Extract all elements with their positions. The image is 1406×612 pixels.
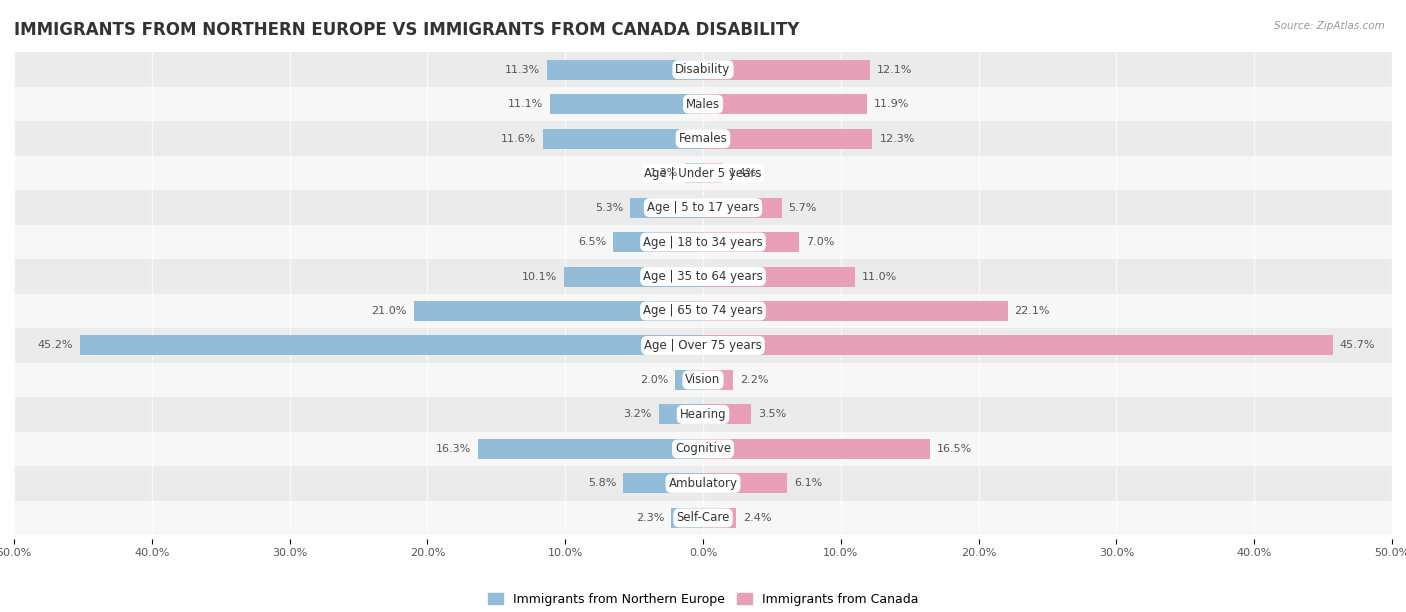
Text: 3.5%: 3.5% [758, 409, 786, 419]
Text: Source: ZipAtlas.com: Source: ZipAtlas.com [1274, 21, 1385, 31]
Bar [685, 163, 703, 183]
Bar [543, 129, 703, 149]
Bar [14, 87, 1392, 121]
Bar [703, 59, 870, 80]
Bar [703, 301, 1008, 321]
Text: Age | Under 5 years: Age | Under 5 years [644, 166, 762, 179]
Text: Males: Males [686, 98, 720, 111]
Bar [671, 508, 703, 528]
Bar [703, 94, 868, 114]
Bar [80, 335, 703, 356]
Text: 11.6%: 11.6% [501, 133, 536, 144]
Bar [613, 232, 703, 252]
Text: 12.1%: 12.1% [876, 65, 912, 75]
Text: 10.1%: 10.1% [522, 272, 557, 282]
Bar [413, 301, 703, 321]
Text: Age | 5 to 17 years: Age | 5 to 17 years [647, 201, 759, 214]
Bar [659, 405, 703, 425]
Bar [550, 94, 703, 114]
Bar [14, 121, 1392, 156]
Bar [14, 328, 1392, 363]
Bar [564, 266, 703, 286]
Text: 11.3%: 11.3% [505, 65, 540, 75]
Bar [630, 198, 703, 217]
Bar [703, 405, 751, 425]
Text: 2.2%: 2.2% [740, 375, 769, 385]
Bar [703, 474, 787, 493]
Text: Cognitive: Cognitive [675, 442, 731, 455]
Text: Age | 35 to 64 years: Age | 35 to 64 years [643, 270, 763, 283]
Text: 2.4%: 2.4% [742, 513, 772, 523]
Text: 5.7%: 5.7% [789, 203, 817, 212]
Text: 16.5%: 16.5% [938, 444, 973, 454]
Bar [703, 508, 737, 528]
Text: Age | 65 to 74 years: Age | 65 to 74 years [643, 305, 763, 318]
Text: Disability: Disability [675, 63, 731, 76]
Text: 6.1%: 6.1% [794, 479, 823, 488]
Bar [14, 225, 1392, 259]
Text: Hearing: Hearing [679, 408, 727, 421]
Text: Ambulatory: Ambulatory [668, 477, 738, 490]
Text: Self-Care: Self-Care [676, 512, 730, 524]
Bar [547, 59, 703, 80]
Text: 12.3%: 12.3% [879, 133, 915, 144]
Text: 11.0%: 11.0% [862, 272, 897, 282]
Bar [703, 232, 800, 252]
Text: 45.7%: 45.7% [1340, 340, 1375, 351]
Bar [703, 266, 855, 286]
Text: 5.3%: 5.3% [595, 203, 623, 212]
Text: Age | 18 to 34 years: Age | 18 to 34 years [643, 236, 763, 248]
Bar [14, 294, 1392, 328]
Bar [14, 363, 1392, 397]
Text: 22.1%: 22.1% [1014, 306, 1050, 316]
Text: 11.9%: 11.9% [875, 99, 910, 109]
Bar [675, 370, 703, 390]
Text: 21.0%: 21.0% [371, 306, 406, 316]
Bar [14, 397, 1392, 431]
Bar [14, 190, 1392, 225]
Bar [703, 370, 734, 390]
Bar [14, 156, 1392, 190]
Text: IMMIGRANTS FROM NORTHERN EUROPE VS IMMIGRANTS FROM CANADA DISABILITY: IMMIGRANTS FROM NORTHERN EUROPE VS IMMIG… [14, 21, 800, 39]
Bar [14, 431, 1392, 466]
Text: 16.3%: 16.3% [436, 444, 471, 454]
Text: 45.2%: 45.2% [38, 340, 73, 351]
Text: 2.3%: 2.3% [636, 513, 665, 523]
Bar [703, 335, 1333, 356]
Text: Vision: Vision [685, 373, 721, 386]
Bar [703, 198, 782, 217]
Text: Females: Females [679, 132, 727, 145]
Text: 3.2%: 3.2% [624, 409, 652, 419]
Bar [623, 474, 703, 493]
Bar [14, 501, 1392, 535]
Text: 5.8%: 5.8% [588, 479, 616, 488]
Bar [703, 163, 723, 183]
Bar [14, 259, 1392, 294]
Bar [14, 466, 1392, 501]
Legend: Immigrants from Northern Europe, Immigrants from Canada: Immigrants from Northern Europe, Immigra… [482, 588, 924, 611]
Text: 1.3%: 1.3% [650, 168, 678, 178]
Text: 1.4%: 1.4% [730, 168, 758, 178]
Text: 2.0%: 2.0% [640, 375, 669, 385]
Text: Age | Over 75 years: Age | Over 75 years [644, 339, 762, 352]
Bar [478, 439, 703, 459]
Text: 11.1%: 11.1% [508, 99, 543, 109]
Bar [14, 53, 1392, 87]
Bar [703, 129, 873, 149]
Text: 6.5%: 6.5% [578, 237, 606, 247]
Text: 7.0%: 7.0% [807, 237, 835, 247]
Bar [703, 439, 931, 459]
